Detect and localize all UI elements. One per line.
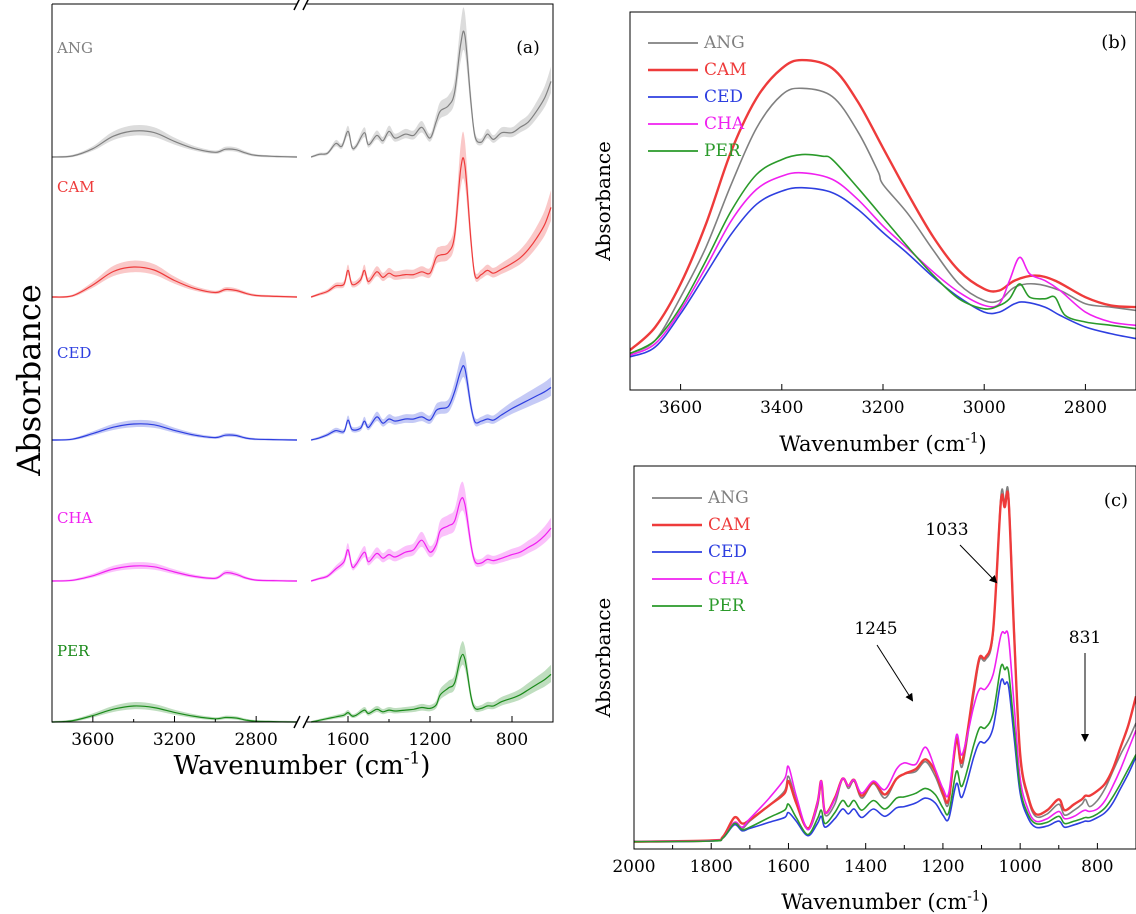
x-tick-label: 1400 xyxy=(844,857,887,877)
line-cha-right xyxy=(310,497,552,582)
band-ced-right xyxy=(311,351,551,441)
axis-a-right xyxy=(307,3,554,723)
legend-ang: ANG xyxy=(707,488,749,508)
x-tick-label: 3200 xyxy=(861,398,904,418)
line-ced-right xyxy=(310,365,552,441)
x-tick-label: 2800 xyxy=(1064,398,1107,418)
band-per-right xyxy=(311,641,551,723)
plot-area xyxy=(630,58,1136,358)
legend-ang: ANG xyxy=(703,33,745,53)
x-tick-label: 1200 xyxy=(921,857,964,877)
line-ced xyxy=(630,186,1136,358)
legend-ced: CED xyxy=(704,87,743,107)
annotation-831: 831 xyxy=(1069,628,1101,648)
line-per xyxy=(630,153,1136,355)
plot-frame xyxy=(633,465,1136,850)
axis-a-left-bottom xyxy=(51,4,297,723)
x-tick-label: 800 xyxy=(496,730,528,750)
panel-label-b: (b) xyxy=(1101,32,1127,53)
panel-a: ANG CAM CED CHA PER 3600 3200 2800 1600 1200 800 Wa… xyxy=(10,0,554,781)
line-cha xyxy=(630,171,1136,356)
x-tick-label: 3400 xyxy=(760,398,803,418)
x-tick-label: 3000 xyxy=(963,398,1006,418)
break-mark xyxy=(293,715,301,729)
legend-cha: CHA xyxy=(708,569,749,589)
x-tick-label: 2000 xyxy=(612,857,655,877)
x-tick-label: 1000 xyxy=(999,857,1042,877)
line-per-right xyxy=(310,653,552,723)
y-axis-label-c: Absorbance xyxy=(591,598,615,719)
break-mark xyxy=(302,715,310,729)
legend-per: PER xyxy=(708,596,746,616)
y-axis-label-b: Absorbance xyxy=(591,141,615,262)
annotation-1033: 1033 xyxy=(925,520,968,540)
line-cam xyxy=(634,490,1136,843)
line-per-left xyxy=(51,705,298,723)
legend-cha: CHA xyxy=(704,114,745,134)
x-axis-label-b: Wavenumber (cm-1) xyxy=(779,431,987,456)
label-cha: CHA xyxy=(57,509,93,527)
x-tick-label: 800 xyxy=(1081,857,1113,877)
panel-label-a: (a) xyxy=(516,38,539,58)
x-tick-label: 1600 xyxy=(326,730,369,750)
legend-cam: CAM xyxy=(708,515,751,535)
line-ced-left xyxy=(51,423,298,441)
panel-label-c: (c) xyxy=(1104,490,1128,511)
line-ang-right xyxy=(310,30,552,158)
band-cam-left xyxy=(52,260,297,299)
line-per xyxy=(634,663,1136,843)
break-mark xyxy=(293,0,300,11)
line-cha xyxy=(634,630,1136,843)
x-tick-label: 3600 xyxy=(659,398,702,418)
legend-per: PER xyxy=(704,141,742,161)
break-mark xyxy=(302,0,309,11)
x-tick-label: 3600 xyxy=(71,730,114,750)
line-cam-left xyxy=(51,266,298,298)
x-tick-label: 1200 xyxy=(408,730,451,750)
y-axis-label-a: Absorbance xyxy=(10,284,48,477)
x-tick-label: 3200 xyxy=(153,730,196,750)
panel-c: 2000 1800 1600 1400 1200 1000 800 ANG CAM CED CHA P… xyxy=(591,465,1136,914)
label-ced: CED xyxy=(57,344,91,362)
band-cha-right xyxy=(311,481,551,582)
label-cam: CAM xyxy=(57,178,95,196)
line-cam xyxy=(630,58,1136,352)
label-per: PER xyxy=(57,642,90,660)
panel-b: 3600 3400 3200 3000 2800 ANG CAM CED CHA PER (b) Wa… xyxy=(591,11,1136,456)
x-tick-label: 1600 xyxy=(767,857,810,877)
line-cha-left xyxy=(51,565,298,582)
x-tick-label: 1800 xyxy=(690,857,733,877)
x-tick-label: 2800 xyxy=(235,730,278,750)
line-cam-right xyxy=(310,157,552,298)
line-ced xyxy=(634,678,1136,843)
plot-area xyxy=(634,486,1136,843)
x-axis-label-a: Wavenumber (cm-1) xyxy=(174,748,431,781)
line-ang xyxy=(634,486,1136,843)
line-ang xyxy=(630,87,1136,355)
annotation-arrow-1245 xyxy=(876,644,914,702)
legend-ced: CED xyxy=(708,542,747,562)
legend-cam: CAM xyxy=(704,60,747,80)
annotation-1245: 1245 xyxy=(854,619,897,639)
line-ang-left xyxy=(51,130,298,158)
label-ang: ANG xyxy=(56,39,93,57)
x-axis-label-c: Wavenumber (cm-1) xyxy=(781,889,989,914)
band-ang-right xyxy=(311,7,551,158)
annotation-arrow-1033 xyxy=(959,544,998,584)
